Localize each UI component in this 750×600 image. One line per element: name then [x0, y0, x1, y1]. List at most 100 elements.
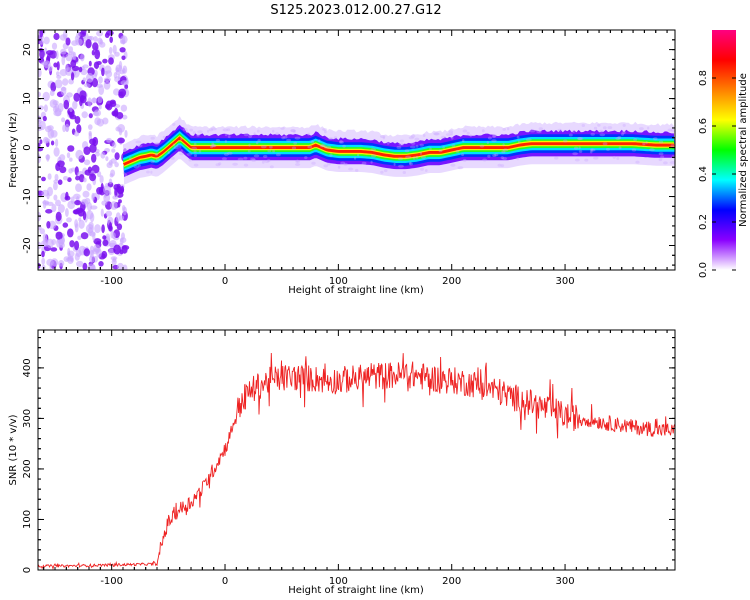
heatmap-noise-cell	[48, 220, 57, 230]
heatmap-noise-cell	[53, 147, 60, 157]
heatmap-ridge-speckle	[663, 161, 668, 165]
heatmap-noise-cell	[39, 228, 45, 235]
heatmap-noise-cell	[95, 151, 100, 157]
heatmap-ridge-speckle	[122, 171, 126, 175]
heatmap-ridge-speckle	[295, 160, 301, 163]
heatmap-ridge-speckle	[248, 135, 253, 138]
heatmap-noise-cell	[94, 224, 101, 234]
heatmap-noise-cell	[51, 42, 58, 50]
heatmap-ridge-speckle	[383, 169, 388, 173]
heatmap-ridge-speckle	[593, 126, 598, 130]
heatmap-ridge-speckle	[502, 143, 505, 147]
heatmap-noise-cell	[109, 101, 117, 107]
x-tick-label: 100	[329, 576, 348, 587]
heatmap-ridge-speckle	[450, 132, 454, 136]
heatmap-ridge-speckle	[227, 151, 233, 155]
heatmap-noise-cell	[42, 91, 50, 102]
heatmap-ridge-speckle	[343, 162, 348, 166]
heatmap-ridge-speckle	[260, 145, 267, 149]
heatmap-noise-cell	[105, 210, 113, 217]
heatmap-ridge-speckle	[645, 141, 648, 145]
heatmap-ridge-speckle	[398, 142, 405, 146]
heatmap-noise-cell	[105, 103, 111, 110]
heatmap-noise-cell	[42, 115, 47, 122]
heatmap-noise-cell	[102, 58, 108, 64]
heatmap-ridge-speckle	[492, 154, 497, 157]
heatmap-ridge-speckle	[226, 128, 231, 132]
heatmap-noise-cell	[87, 97, 92, 108]
heatmap-ridge-speckle	[322, 128, 328, 131]
heatmap-ridge-speckle	[186, 152, 193, 156]
heatmap-ridge-speckle	[492, 134, 497, 137]
heatmap-noise-cell	[46, 221, 51, 229]
heatmap-ridge-speckle	[354, 156, 357, 160]
heatmap-ridge-speckle	[670, 129, 675, 132]
heatmap-noise-cell	[58, 260, 65, 267]
heatmap-noise-cell	[77, 235, 82, 240]
colorbar-tick-label: 0.6	[698, 118, 709, 134]
heatmap-ridge-speckle	[536, 130, 542, 134]
heatmap-noise-cell	[89, 266, 94, 270]
heatmap-ridge-speckle	[307, 145, 313, 149]
heatmap-noise-cell	[38, 115, 42, 125]
heatmap-noise-cell	[119, 47, 126, 53]
heatmap-ridge-speckle	[357, 153, 360, 157]
heatmap-noise-cell	[38, 262, 41, 269]
heatmap-noise-cell	[66, 92, 73, 98]
heatmap-ridge-speckle	[333, 136, 338, 140]
heatmap-ridge-speckle	[469, 134, 472, 138]
heatmap-noise-cell	[93, 61, 100, 69]
heatmap-noise-cell	[43, 60, 51, 69]
heatmap-ridge-speckle	[243, 156, 248, 160]
heatmap-noise-cell	[83, 146, 91, 155]
heatmap-noise-cell	[46, 154, 50, 162]
heatmap-noise-cell	[53, 110, 62, 117]
heatmap-ridge-speckle	[321, 144, 326, 148]
heatmap-noise-cell	[121, 245, 128, 254]
heatmap-ridge-speckle	[481, 129, 485, 133]
heatmap-ridge-speckle	[124, 173, 128, 177]
heatmap-ridge-speckle	[597, 123, 601, 127]
heatmap-ridge-speckle	[462, 158, 467, 162]
heatmap-noise-cell	[74, 219, 78, 228]
heatmap-ridge-speckle	[602, 126, 607, 130]
heatmap-ridge-speckle	[255, 141, 259, 145]
heatmap-noise-cell	[57, 204, 65, 213]
heatmap-ridge-speckle	[339, 140, 343, 144]
heatmap-noise-cell	[116, 112, 124, 119]
heatmap-noise-cell	[46, 258, 54, 266]
heatmap-ridge-speckle	[412, 156, 416, 160]
heatmap-noise-cell	[68, 46, 74, 53]
heatmap-noise-cell	[91, 78, 98, 88]
heatmap-ridge-speckle	[323, 164, 329, 168]
heatmap-noise-cell	[61, 55, 66, 66]
heatmap-noise-cell	[117, 137, 125, 144]
heatmap-ridge-speckle	[269, 145, 273, 149]
heatmap-ridge-speckle	[311, 161, 316, 165]
y-tick-label: 400	[22, 358, 33, 377]
heatmap-ridge-speckle	[178, 145, 182, 149]
heatmap-ridge-speckle	[538, 127, 543, 131]
heatmap-noise-cell	[82, 190, 90, 198]
heatmap-noise-cell	[54, 173, 59, 181]
heatmap-ridge-speckle	[525, 138, 532, 142]
heatmap-ridge-speckle	[221, 157, 227, 161]
heatmap-noise-cell	[41, 189, 50, 197]
heatmap-noise-cell	[38, 91, 41, 98]
heatmap-ridge-speckle	[462, 139, 465, 143]
heatmap-ridge-speckle	[584, 158, 589, 162]
x-tick-label: -100	[100, 276, 123, 287]
heatmap-ridge-speckle	[461, 153, 465, 157]
heatmap-noise-cell	[91, 97, 97, 104]
heatmap-noise-cell	[122, 264, 128, 270]
heatmap-ridge-speckle	[578, 146, 581, 150]
heatmap-ridge-speckle	[197, 130, 203, 134]
heatmap-noise-cell	[103, 81, 111, 90]
heatmap-ridge-speckle	[310, 140, 315, 144]
heatmap-ridge-speckle	[563, 139, 568, 143]
heatmap-noise-cell	[67, 250, 75, 258]
heatmap-ridge-speckle	[272, 149, 275, 153]
heatmap-noise-cell	[121, 232, 125, 240]
heatmap-noise-cell	[79, 90, 87, 100]
heatmap-ridge-speckle	[189, 128, 194, 132]
